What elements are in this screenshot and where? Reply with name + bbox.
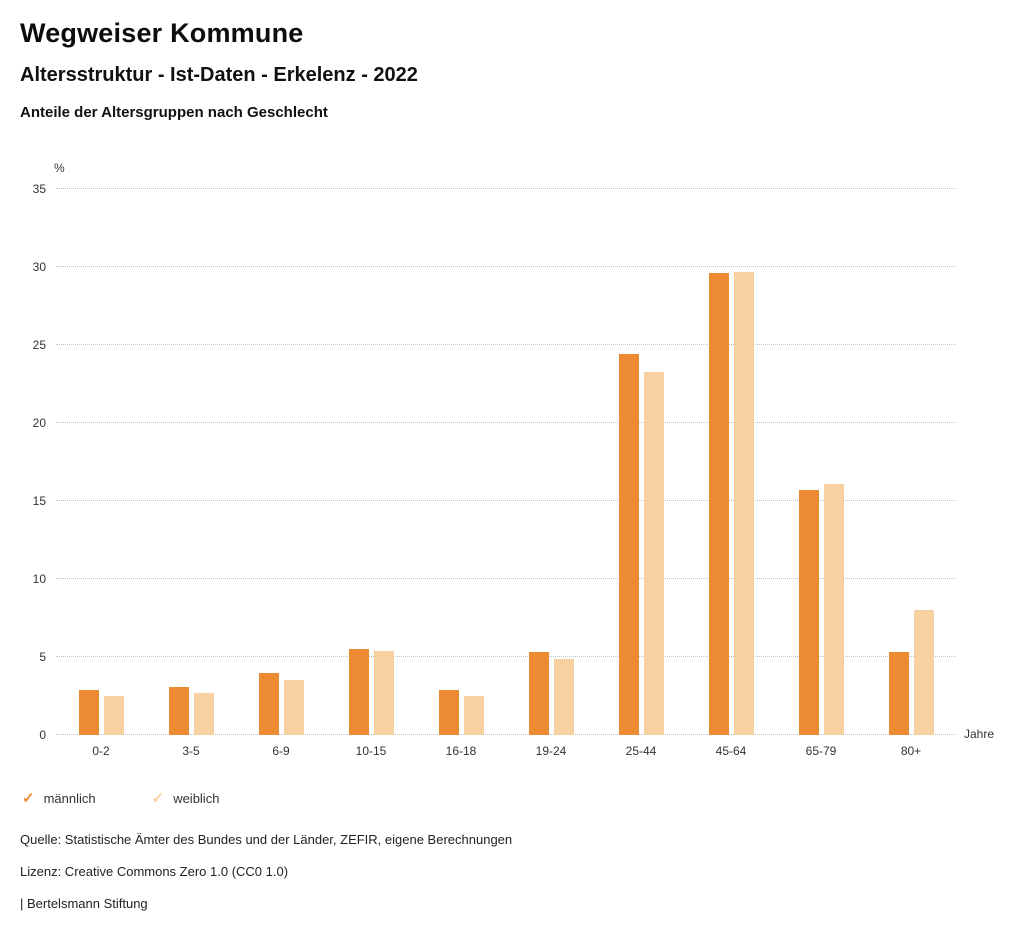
chart: % 0 5 10 15 20 25 30 35 0-2 3-5 6-9 10-15 16-18 19-2…	[20, 161, 1004, 765]
bar-männlich-3-5[interactable]	[168, 686, 189, 735]
bar-männlich-16-18[interactable]	[438, 689, 459, 735]
legend-item-männlich[interactable]: ✓ männlich	[22, 791, 96, 806]
legend: ✓ männlich ✓ weiblich	[20, 791, 1004, 806]
plot-area	[56, 188, 956, 735]
x-tick-label: 19-24	[535, 744, 567, 758]
y-tick-label: 0	[39, 728, 46, 742]
x-axis-unit-label: Jahre	[964, 727, 995, 741]
bar-group	[596, 189, 686, 735]
bar-group	[866, 189, 956, 735]
x-tick-label: 25-44	[625, 744, 657, 758]
bar-weiblich-19-24[interactable]	[553, 658, 574, 735]
bar-group	[416, 189, 506, 735]
legend-item-weiblich[interactable]: ✓ weiblich	[152, 791, 220, 806]
chart-subtitle: Altersstruktur - Ist-Daten - Erkelenz - …	[20, 64, 418, 86]
x-tick-label: 6-9	[272, 744, 290, 758]
footer: Quelle: Statistische Ämter des Bundes un…	[20, 832, 1004, 911]
bar-weiblich-0-2[interactable]	[103, 696, 124, 735]
gridline	[56, 188, 956, 189]
x-tick-label: 3-5	[182, 744, 200, 758]
chart-body: 0 5 10 15 20 25 30 35 0-2 3-5 6-9 10-15 16-18 19-24 2…	[20, 183, 1004, 765]
bar-männlich-19-24[interactable]	[528, 652, 549, 735]
y-tick-label: 10	[32, 572, 46, 586]
bar-weiblich-80+[interactable]	[913, 610, 934, 735]
legend-item-label: weiblich	[173, 791, 220, 806]
attribution-text: | Bertelsmann Stiftung	[20, 896, 148, 911]
license-text: Lizenz: Creative Commons Zero 1.0 (CC0 1…	[20, 864, 289, 879]
bar-group	[326, 189, 416, 735]
bar-weiblich-10-15[interactable]	[373, 650, 394, 735]
y-tick-label: 30	[32, 260, 46, 274]
source-text: Quelle: Statistische Ämter des Bundes un…	[20, 832, 513, 847]
plot-wrap: 0-2 3-5 6-9 10-15 16-18 19-24 25-44 45-64 65-79 8…	[56, 188, 956, 765]
gridline	[56, 344, 956, 345]
x-tick-label: 10-15	[355, 744, 387, 758]
bar-männlich-80+[interactable]	[888, 652, 909, 735]
legend-item-label: männlich	[43, 791, 96, 806]
bar-männlich-45-64[interactable]	[708, 273, 729, 735]
bar-groups	[56, 189, 956, 735]
y-axis: 0 5 10 15 20 25 30 35	[20, 183, 56, 741]
bar-group	[56, 189, 146, 735]
y-tick-label: 25	[32, 338, 46, 352]
y-axis-unit-label: %	[54, 161, 65, 175]
chart-heading: Anteile der Altersgruppen nach Geschlech…	[20, 104, 328, 121]
gridline	[56, 578, 956, 579]
bar-group	[146, 189, 236, 735]
x-axis-labels: 0-2 3-5 6-9 10-15 16-18 19-24 25-44 45-64 65-79 8…	[56, 735, 956, 765]
x-tick-label: 45-64	[715, 744, 747, 758]
bar-group	[776, 189, 866, 735]
bar-weiblich-45-64[interactable]	[733, 271, 754, 735]
gridline	[56, 500, 956, 501]
bar-männlich-25-44[interactable]	[618, 354, 639, 735]
check-icon: ✓	[151, 790, 165, 807]
gridline	[56, 422, 956, 423]
y-tick-label: 20	[32, 416, 46, 430]
bar-weiblich-65-79[interactable]	[823, 483, 844, 735]
bar-weiblich-6-9[interactable]	[283, 680, 304, 735]
x-tick-label: 0-2	[92, 744, 110, 758]
bar-männlich-0-2[interactable]	[78, 689, 99, 735]
bar-männlich-6-9[interactable]	[258, 672, 279, 735]
gridline	[56, 266, 956, 267]
bar-weiblich-25-44[interactable]	[643, 371, 664, 735]
page: Wegweiser Kommune Altersstruktur - Ist-D…	[20, 18, 1004, 911]
bar-group	[236, 189, 326, 735]
app-title: Wegweiser Kommune	[20, 18, 304, 48]
bar-group	[506, 189, 596, 735]
bar-weiblich-3-5[interactable]	[193, 692, 214, 735]
x-tick-label: 16-18	[445, 744, 477, 758]
bar-weiblich-16-18[interactable]	[463, 696, 484, 735]
x-tick-label: 65-79	[805, 744, 837, 758]
gridline	[56, 656, 956, 657]
y-tick-label: 5	[39, 650, 46, 664]
x-tick-label: 80+	[900, 744, 922, 758]
gridline	[56, 734, 956, 735]
bar-männlich-65-79[interactable]	[798, 490, 819, 735]
y-tick-label: 35	[32, 182, 46, 196]
y-tick-label: 15	[32, 494, 46, 508]
bar-männlich-10-15[interactable]	[348, 649, 369, 735]
bar-group	[686, 189, 776, 735]
check-icon: ✓	[22, 790, 35, 807]
